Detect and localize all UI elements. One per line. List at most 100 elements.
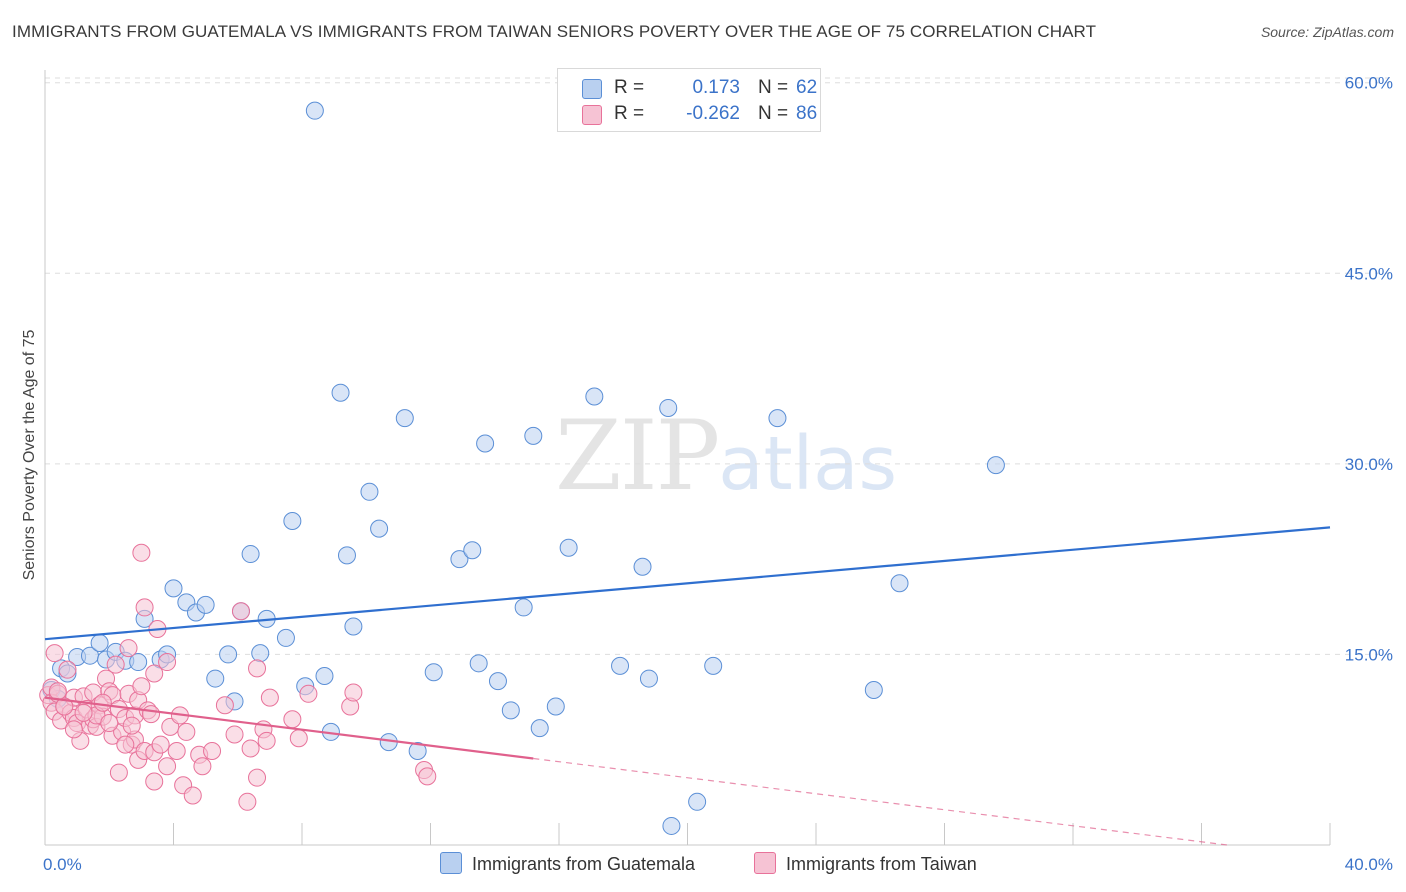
data-point-taiwan: [203, 741, 222, 760]
data-point-guatemala: [251, 644, 270, 663]
legend-r-value: 0.173: [692, 77, 740, 98]
data-point-taiwan: [55, 697, 74, 716]
legend-r-label: R =: [614, 103, 645, 124]
data-point-taiwan: [418, 767, 437, 786]
data-point-guatemala: [241, 545, 260, 564]
data-point-taiwan: [260, 688, 279, 707]
legend-n-label: N =: [758, 77, 789, 98]
data-point-guatemala: [611, 656, 630, 675]
data-point-guatemala: [219, 645, 238, 664]
data-point-guatemala: [315, 667, 334, 686]
data-point-taiwan: [132, 543, 151, 562]
data-point-taiwan: [48, 682, 67, 701]
data-point-taiwan: [299, 684, 318, 703]
data-point-taiwan: [64, 720, 83, 739]
data-point-guatemala: [501, 701, 520, 720]
data-point-guatemala: [585, 387, 604, 406]
data-point-guatemala: [530, 719, 549, 738]
data-point-taiwan: [119, 639, 138, 658]
bottom-legend-guatemala: Immigrants from Guatemala: [440, 852, 695, 875]
legend-r-value: -0.262: [686, 103, 740, 124]
data-point-guatemala: [639, 669, 658, 688]
legend-n-value: 86: [796, 103, 818, 124]
data-point-taiwan: [122, 716, 141, 735]
data-point-guatemala: [276, 628, 295, 647]
legend-r-label: R =: [614, 77, 645, 98]
data-point-guatemala: [890, 574, 909, 593]
data-point-taiwan: [289, 729, 308, 748]
data-point-taiwan: [45, 644, 64, 663]
data-point-guatemala: [129, 653, 148, 672]
data-point-taiwan: [193, 757, 212, 776]
guatemala-swatch: [582, 79, 602, 99]
data-point-taiwan: [248, 659, 267, 678]
data-point-guatemala: [864, 681, 883, 699]
data-point-taiwan: [135, 598, 154, 617]
data-point-guatemala: [559, 538, 578, 557]
y-tick-label: 60.0%: [1345, 74, 1393, 93]
data-point-guatemala: [488, 672, 507, 691]
chart-title: IMMIGRANTS FROM GUATEMALA VS IMMIGRANTS …: [12, 22, 1097, 41]
data-point-taiwan: [116, 735, 135, 754]
data-point-taiwan: [158, 653, 177, 672]
y-tick-label: 45.0%: [1345, 264, 1393, 283]
data-point-taiwan: [283, 710, 302, 729]
data-point-guatemala: [196, 595, 215, 614]
data-point-taiwan: [241, 739, 260, 758]
data-point-taiwan: [183, 786, 202, 805]
correlation-legend: R = 0.173 N = 62 R = -0.262 N = 86: [557, 68, 821, 132]
data-point-guatemala: [514, 598, 533, 617]
data-point-guatemala: [164, 579, 183, 598]
taiwan-swatch: [754, 852, 776, 874]
y-tick-label: 15.0%: [1345, 645, 1393, 664]
data-point-taiwan: [151, 735, 170, 754]
data-point-taiwan: [167, 741, 186, 760]
data-point-guatemala: [305, 101, 324, 120]
data-point-taiwan: [215, 696, 234, 715]
data-point-guatemala: [524, 426, 543, 445]
data-point-taiwan: [58, 660, 77, 679]
data-point-guatemala: [463, 541, 482, 560]
data-point-guatemala: [704, 656, 723, 675]
data-point-taiwan: [257, 731, 276, 750]
data-point-taiwan: [142, 705, 161, 724]
x-tick-label: 0.0%: [43, 855, 82, 874]
data-point-taiwan: [145, 772, 164, 791]
data-point-taiwan: [145, 664, 164, 683]
data-point-guatemala: [633, 557, 652, 576]
data-point-guatemala: [546, 697, 565, 716]
data-point-taiwan: [344, 683, 363, 702]
data-point-taiwan: [225, 725, 244, 744]
data-point-guatemala: [476, 434, 495, 453]
data-point-guatemala: [90, 633, 109, 652]
data-point-taiwan: [93, 693, 112, 712]
data-point-guatemala: [986, 456, 1005, 475]
source-credit: Source: ZipAtlas.com: [1260, 24, 1394, 40]
data-point-guatemala: [662, 816, 681, 835]
data-point-guatemala: [337, 546, 356, 565]
guatemala-swatch: [440, 852, 462, 874]
data-point-taiwan: [106, 655, 125, 674]
data-point-taiwan: [238, 792, 257, 811]
data-point-guatemala: [283, 512, 302, 531]
legend-n-label: N =: [758, 103, 789, 124]
data-point-guatemala: [370, 519, 389, 538]
data-point-guatemala: [469, 654, 488, 673]
data-point-guatemala: [688, 792, 707, 811]
data-point-guatemala: [344, 617, 363, 636]
data-point-guatemala: [659, 398, 678, 417]
data-point-taiwan: [231, 602, 250, 621]
trend-extension-taiwan: [533, 757, 1228, 846]
data-point-taiwan: [248, 768, 267, 787]
trend-line-taiwan: [44, 696, 534, 760]
data-point-guatemala: [360, 482, 379, 501]
trend-line-guatemala: [44, 526, 1331, 641]
data-point-taiwan: [109, 763, 128, 782]
data-point-taiwan: [74, 703, 93, 722]
data-point-guatemala: [408, 741, 427, 760]
taiwan-swatch: [582, 105, 602, 125]
data-point-guatemala: [206, 669, 225, 688]
data-point-taiwan: [100, 714, 119, 733]
data-point-taiwan: [132, 677, 151, 696]
